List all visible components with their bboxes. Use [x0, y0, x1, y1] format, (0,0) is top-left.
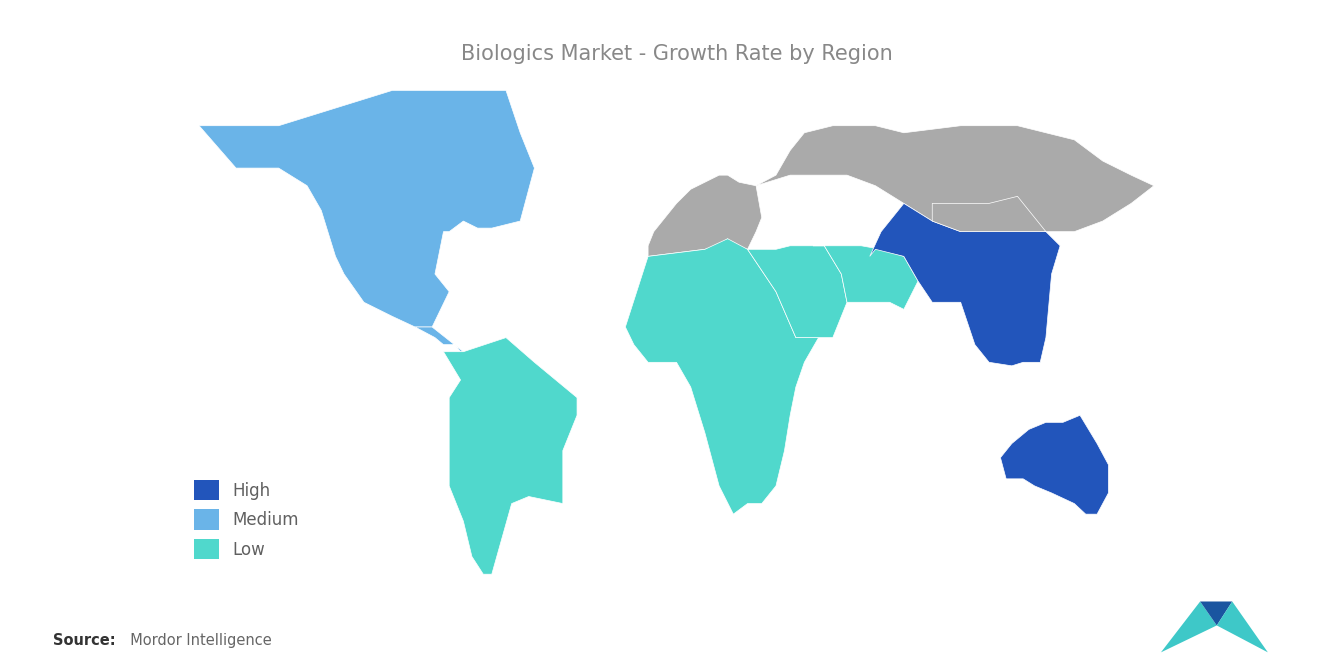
Polygon shape	[1200, 601, 1233, 625]
Polygon shape	[444, 338, 577, 574]
Legend: High, Medium, Low: High, Medium, Low	[187, 473, 306, 566]
Polygon shape	[747, 246, 847, 338]
Polygon shape	[199, 90, 535, 327]
Polygon shape	[1001, 415, 1109, 514]
Polygon shape	[813, 246, 917, 309]
Polygon shape	[1162, 601, 1217, 652]
Text: Source:: Source:	[53, 633, 115, 648]
Polygon shape	[414, 327, 463, 352]
Polygon shape	[870, 203, 1060, 366]
Polygon shape	[626, 239, 818, 514]
Text: Mordor Intelligence: Mordor Intelligence	[121, 633, 272, 648]
Polygon shape	[756, 126, 1154, 231]
Title: Biologics Market - Growth Rate by Region: Biologics Market - Growth Rate by Region	[461, 45, 892, 65]
Polygon shape	[932, 196, 1045, 231]
Polygon shape	[1217, 601, 1267, 652]
Polygon shape	[648, 175, 762, 257]
